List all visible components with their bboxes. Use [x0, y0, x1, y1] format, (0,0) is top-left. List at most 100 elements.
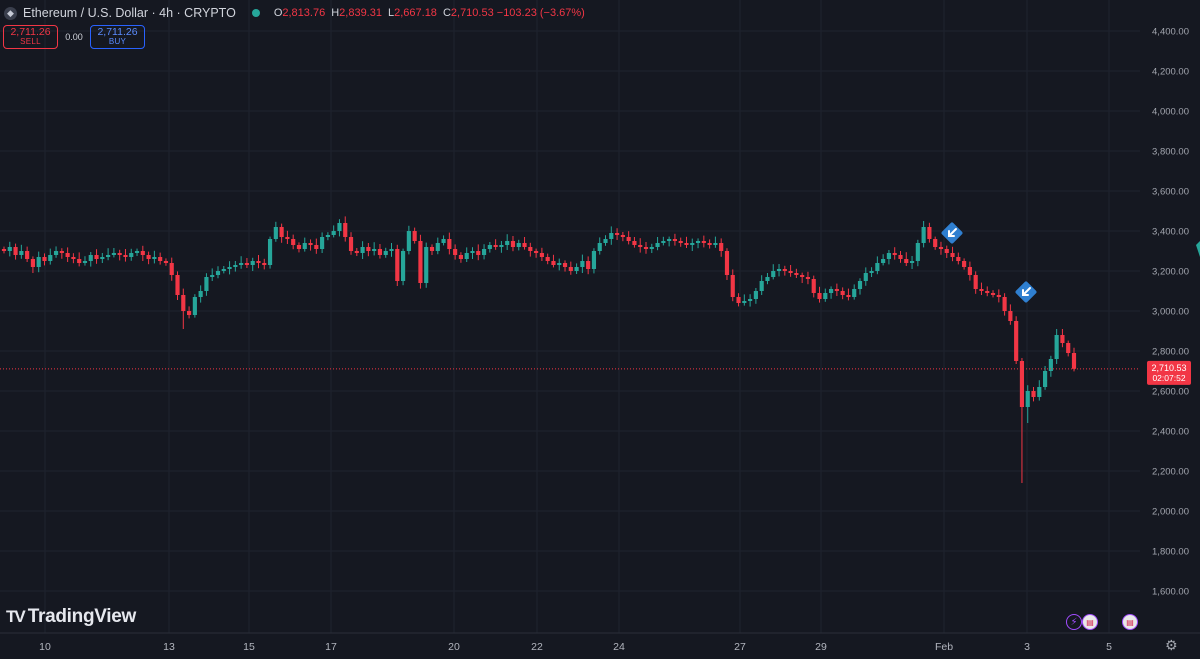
grid-lines: [0, 0, 1140, 633]
candle-body: [956, 257, 961, 261]
economic-event-flag-icon[interactable]: ▤: [1122, 614, 1138, 630]
buy-button[interactable]: 2,711.26 BUY: [90, 25, 145, 49]
candle-body: [516, 243, 521, 247]
candle-body: [487, 245, 492, 249]
candle-body: [568, 267, 573, 271]
candle-body: [944, 249, 949, 253]
candle-body: [88, 255, 93, 261]
candle-body: [794, 273, 799, 275]
candle-body: [348, 237, 354, 251]
candle-body: [77, 259, 82, 263]
candle-body: [753, 291, 758, 299]
last-price-badge: [1147, 360, 1191, 385]
time-tick-label: 5: [1106, 641, 1112, 653]
candle-body: [597, 243, 602, 251]
time-tick-label: 10: [39, 641, 51, 653]
candle-body: [400, 251, 406, 281]
candle-body: [383, 251, 388, 255]
high-key: H: [331, 7, 340, 19]
candle-body: [239, 263, 244, 265]
time-tick-label: 20: [448, 641, 460, 653]
candle-body: [447, 239, 452, 249]
candle-body: [805, 277, 811, 279]
candle-body: [707, 243, 712, 245]
price-tick-label: 3,800.00: [1152, 147, 1189, 158]
price-tick-label: 1,800.00: [1152, 547, 1189, 558]
lightning-event-icon[interactable]: ⚡: [1066, 614, 1082, 630]
time-axis[interactable]: 10 13 15 17 20 22 24 27 29 Feb 3 5: [0, 632, 1200, 659]
candle-body: [221, 269, 226, 271]
bar-countdown: 02:07:52: [1152, 373, 1185, 383]
candle-body: [30, 259, 36, 267]
candle-body: [875, 263, 880, 271]
sell-label: SELL: [20, 37, 41, 46]
candle-body: [962, 261, 967, 267]
candle-body: [678, 241, 683, 243]
marker-arrow: [1022, 287, 1031, 296]
sell-price: 2,711.26: [10, 26, 51, 38]
candle-body: [470, 251, 475, 253]
candle-body: [158, 257, 163, 261]
candle-body: [285, 237, 290, 239]
candle-body: [106, 255, 111, 257]
gear-icon[interactable]: ⚙: [1165, 637, 1178, 653]
time-axis-bg[interactable]: [0, 633, 1200, 659]
candle-body: [534, 251, 539, 253]
price-tick-label: 4,000.00: [1152, 107, 1189, 118]
candle-body: [909, 261, 915, 263]
price-tick-label: 3,600.00: [1152, 187, 1189, 198]
candle-body: [771, 271, 776, 277]
down-arrow-marker-icon: [941, 222, 963, 244]
candle-body: [94, 255, 99, 259]
candle-body: [435, 243, 440, 251]
price-axis[interactable]: 1,600.00 1,800.00 2,000.00 2,200.00 2,400.00…: [1140, 0, 1200, 633]
candle-body: [921, 227, 926, 243]
chart-header[interactable]: ◆ Ethereum / U.S. Dollar · 4h · CRYPTO O…: [4, 4, 585, 22]
candle-body: [1060, 335, 1065, 343]
candle-body: [53, 251, 59, 255]
close-key: C: [442, 7, 451, 19]
candle-body: [1019, 361, 1025, 407]
candle-body: [938, 247, 944, 249]
candle-body: [539, 253, 544, 257]
candle-body: [406, 231, 411, 251]
candle-body: [163, 261, 169, 263]
candle-body: [655, 243, 660, 247]
time-tick-label: 17: [325, 641, 337, 653]
candle-body: [927, 227, 932, 239]
candle-body: [701, 241, 706, 243]
candle-body: [811, 279, 816, 293]
candle-body: [557, 263, 562, 265]
candle-body: [464, 253, 469, 259]
candle-body: [950, 253, 955, 257]
tradingview-watermark[interactable]: TV TradingView: [6, 606, 136, 628]
candle-body: [1066, 343, 1071, 353]
candle-body: [742, 301, 747, 303]
candle-body: [314, 245, 319, 249]
price-tick-label: 3,400.00: [1152, 227, 1189, 238]
candle-body: [857, 281, 863, 289]
sell-button[interactable]: 2,711.26 SELL: [3, 25, 58, 49]
candle-body: [690, 243, 695, 245]
candle-body: [695, 241, 701, 243]
candle-body: [979, 289, 984, 291]
candle-body: [967, 267, 972, 275]
candle-body: [661, 241, 666, 243]
candle-body: [632, 241, 637, 245]
time-tick-label: 15: [243, 641, 255, 653]
candle-body: [65, 253, 70, 257]
candle-body: [915, 243, 920, 261]
price-axis-bg[interactable]: [1140, 0, 1200, 633]
candle-body: [904, 259, 909, 263]
time-tick-label: 3: [1024, 641, 1030, 653]
candle-body: [562, 263, 568, 267]
candle-body: [852, 289, 857, 297]
candle-body: [169, 263, 174, 275]
symbol-title[interactable]: Ethereum / U.S. Dollar · 4h · CRYPTO: [23, 6, 236, 20]
economic-event-flag-icon[interactable]: ▤: [1082, 614, 1098, 630]
candle-body: [510, 241, 516, 247]
watermark-text: TradingView: [27, 606, 137, 627]
candle-body: [476, 251, 481, 255]
